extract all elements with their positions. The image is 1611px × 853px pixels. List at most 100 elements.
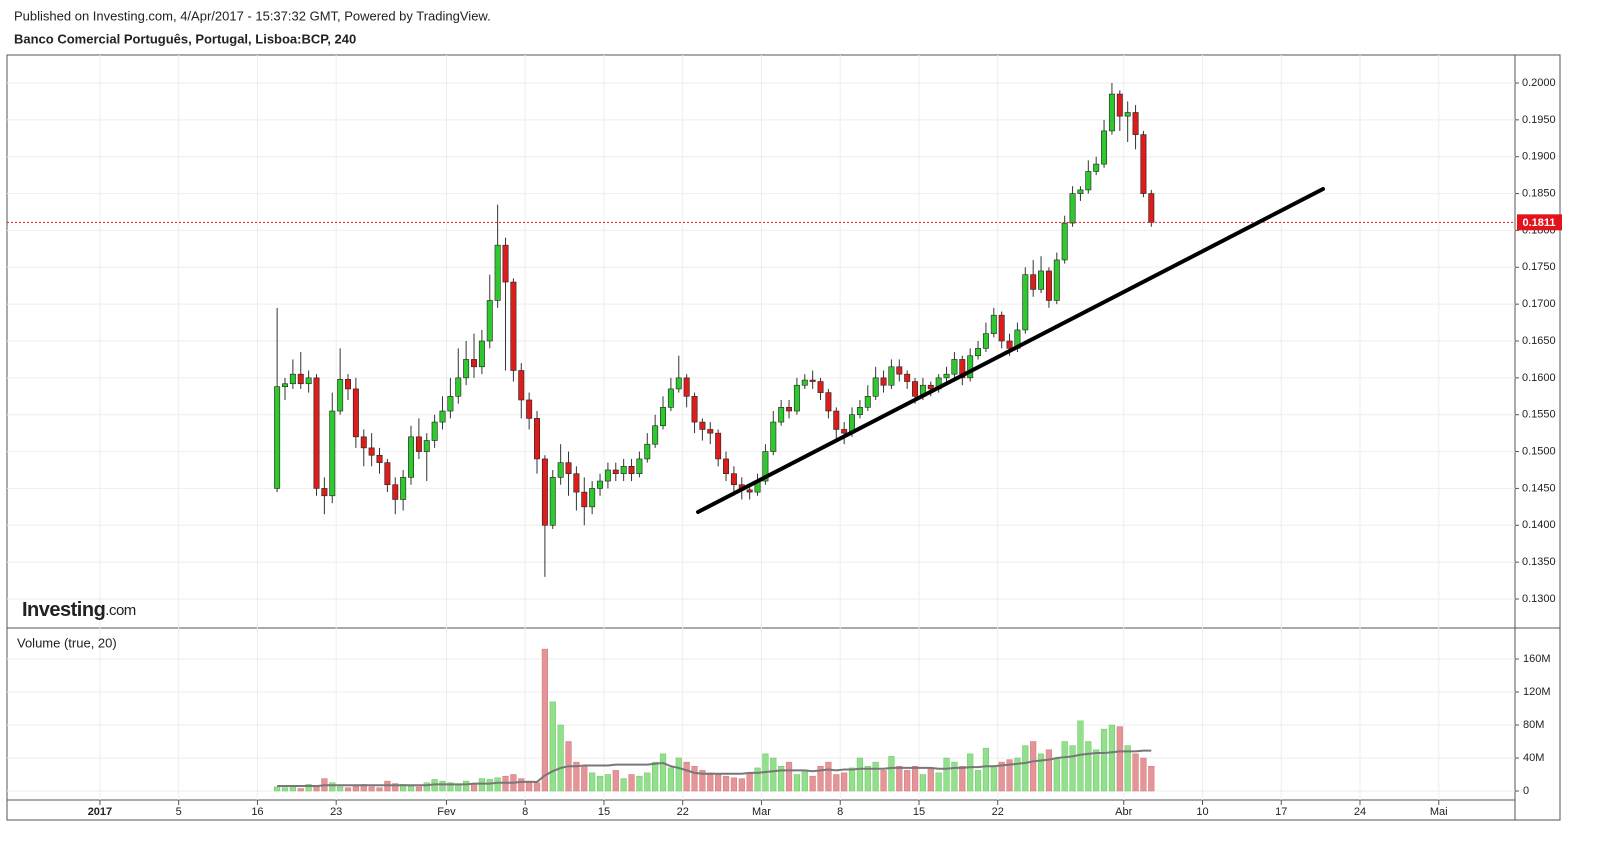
- y-tick-label: 0.1600: [1522, 372, 1556, 384]
- candle-body: [282, 383, 288, 388]
- candle-body: [707, 429, 714, 434]
- candle-body: [809, 379, 816, 382]
- volume-bar: [770, 757, 777, 792]
- volume-bar: [919, 774, 927, 792]
- volume-bar: [959, 766, 966, 792]
- y-tick-label: 0.1300: [1522, 593, 1556, 605]
- candle-body: [502, 244, 509, 283]
- candle-body: [644, 443, 651, 460]
- volume-bar: [746, 772, 753, 792]
- candle-body: [675, 377, 682, 390]
- y-tick-label: 0.1400: [1522, 519, 1556, 531]
- candle-body: [431, 421, 438, 441]
- x-tick-label: Fev: [437, 806, 456, 818]
- candle-body: [1108, 93, 1115, 132]
- volume-bar: [1093, 749, 1100, 792]
- volume-bar: [533, 782, 541, 792]
- candle-body: [943, 373, 950, 379]
- candle-body: [1077, 189, 1084, 194]
- candle-body: [447, 395, 454, 412]
- candle-body: [1101, 130, 1108, 165]
- volume-bar: [557, 724, 564, 792]
- x-tick-label: 22: [992, 806, 1004, 818]
- candle-body: [683, 377, 690, 397]
- volume-bar: [730, 777, 737, 792]
- candle-body: [715, 432, 722, 460]
- volume-bar: [439, 780, 446, 792]
- volume-bar: [683, 761, 690, 792]
- candle-body: [778, 407, 785, 423]
- logo-suffix: .com: [105, 602, 136, 619]
- candle-body: [975, 348, 982, 357]
- candle-body: [337, 379, 344, 412]
- volume-bar: [888, 756, 895, 792]
- volume-bar: [337, 786, 344, 792]
- x-tick-label: 17: [1275, 806, 1287, 818]
- candle-body: [565, 462, 572, 474]
- x-tick-label: 23: [330, 806, 342, 818]
- candle-body: [699, 421, 706, 430]
- x-tick-label: 16: [251, 806, 263, 818]
- x-tick-label: Abr: [1115, 806, 1132, 818]
- volume-bar: [801, 770, 808, 792]
- x-tick-label: Mai: [1430, 806, 1448, 818]
- candle-body: [951, 359, 958, 375]
- candle-body: [770, 421, 777, 452]
- candle-body: [541, 458, 548, 526]
- volume-bar: [1061, 741, 1068, 792]
- volume-bar: [998, 761, 1005, 792]
- candle-body: [817, 381, 824, 393]
- published-line: Published on Investing.com, 4/Apr/2017 -…: [14, 8, 491, 23]
- volume-bar: [604, 774, 611, 792]
- candle-body: [904, 373, 911, 382]
- candle-body: [352, 388, 359, 438]
- volume-bar: [1132, 753, 1139, 792]
- candle-body: [1069, 193, 1076, 224]
- volume-bar: [691, 766, 698, 792]
- candle-body: [833, 410, 840, 430]
- candle-body: [360, 436, 367, 449]
- volume-bar: [407, 785, 415, 792]
- volume-bar: [1148, 766, 1155, 792]
- volume-bar: [1069, 745, 1076, 792]
- volume-bar: [738, 778, 745, 792]
- x-tick-label: 10: [1196, 806, 1208, 818]
- volume-bar: [699, 770, 706, 792]
- candle-body: [667, 388, 674, 408]
- candle-body: [478, 340, 485, 368]
- volume-bar: [423, 782, 430, 792]
- candle-body: [959, 359, 966, 379]
- volume-bar: [715, 774, 722, 792]
- candle-body: [912, 381, 919, 397]
- candle-body: [526, 399, 533, 419]
- volume-bar: [1116, 726, 1123, 792]
- volume-bar: [722, 775, 730, 792]
- candle-body: [864, 395, 871, 408]
- x-tick-label: 15: [913, 806, 925, 818]
- y-tick-label: 0.1850: [1522, 187, 1556, 199]
- candle-body: [604, 469, 611, 482]
- volume-bar: [754, 767, 761, 792]
- candle-body: [967, 355, 974, 379]
- candle-body: [1045, 270, 1052, 301]
- volume-bar: [1014, 757, 1021, 792]
- candle-body: [581, 491, 588, 508]
- y-tick-label: 0.1900: [1522, 151, 1556, 163]
- volume-bar: [1085, 741, 1092, 792]
- x-tick-label: 24: [1354, 806, 1366, 818]
- volume-bar: [935, 772, 942, 792]
- candle-body: [297, 373, 304, 385]
- y-tick-label: 80M: [1523, 719, 1544, 731]
- candle-body: [368, 447, 375, 456]
- volume-bar: [1045, 749, 1053, 792]
- volume-bar: [652, 761, 659, 792]
- candle-body: [927, 384, 934, 390]
- candle-body: [274, 386, 281, 489]
- symbol-line: Banco Comercial Português, Portugal, Lis…: [14, 31, 356, 46]
- volume-bar: [478, 778, 485, 792]
- volume-bar: [675, 757, 682, 792]
- candle-body: [982, 333, 989, 349]
- y-tick-label: 0.2000: [1522, 77, 1556, 89]
- candle-body: [730, 473, 737, 486]
- volume-bar: [581, 766, 588, 792]
